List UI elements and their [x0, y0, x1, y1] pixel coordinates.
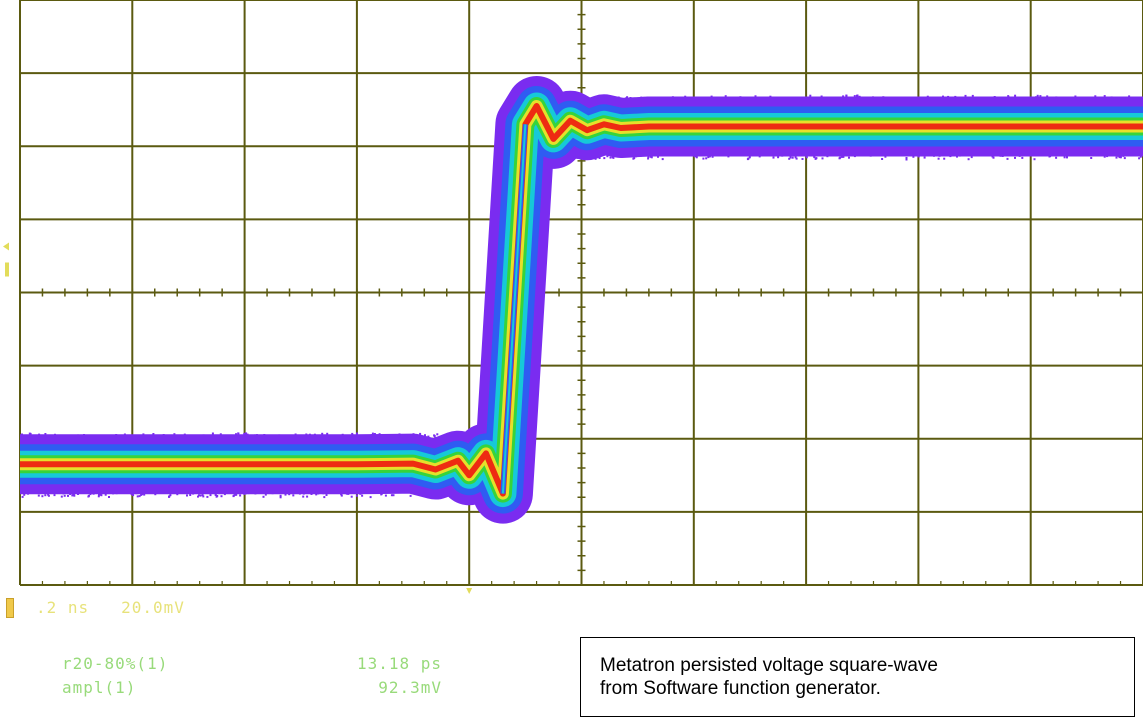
- waveform-plot: [3, 0, 1143, 594]
- rise-time-label: r20-80%(1): [62, 654, 169, 673]
- ground-marker-icon: [5, 262, 9, 277]
- timebase-volts-readout: .2 ns 20.0mV: [36, 598, 185, 617]
- rising-edge-core: [501, 124, 527, 494]
- caption-line-1: Metatron persisted voltage square-wave: [600, 655, 938, 676]
- caption-line-2: from Software function generator.: [600, 678, 881, 699]
- amplitude-value: 92.3mV: [378, 678, 442, 697]
- caption-box: Metatron persisted voltage square-wave f…: [580, 637, 1135, 717]
- trigger-position-icon: [466, 588, 473, 594]
- waveform-trace: [20, 103, 1143, 497]
- channel-1-marker-icon: [6, 598, 14, 618]
- level-marker-icon: [3, 242, 9, 251]
- amplitude-label: ampl(1): [62, 678, 137, 697]
- rise-time-value: 13.18 ps: [356, 654, 442, 673]
